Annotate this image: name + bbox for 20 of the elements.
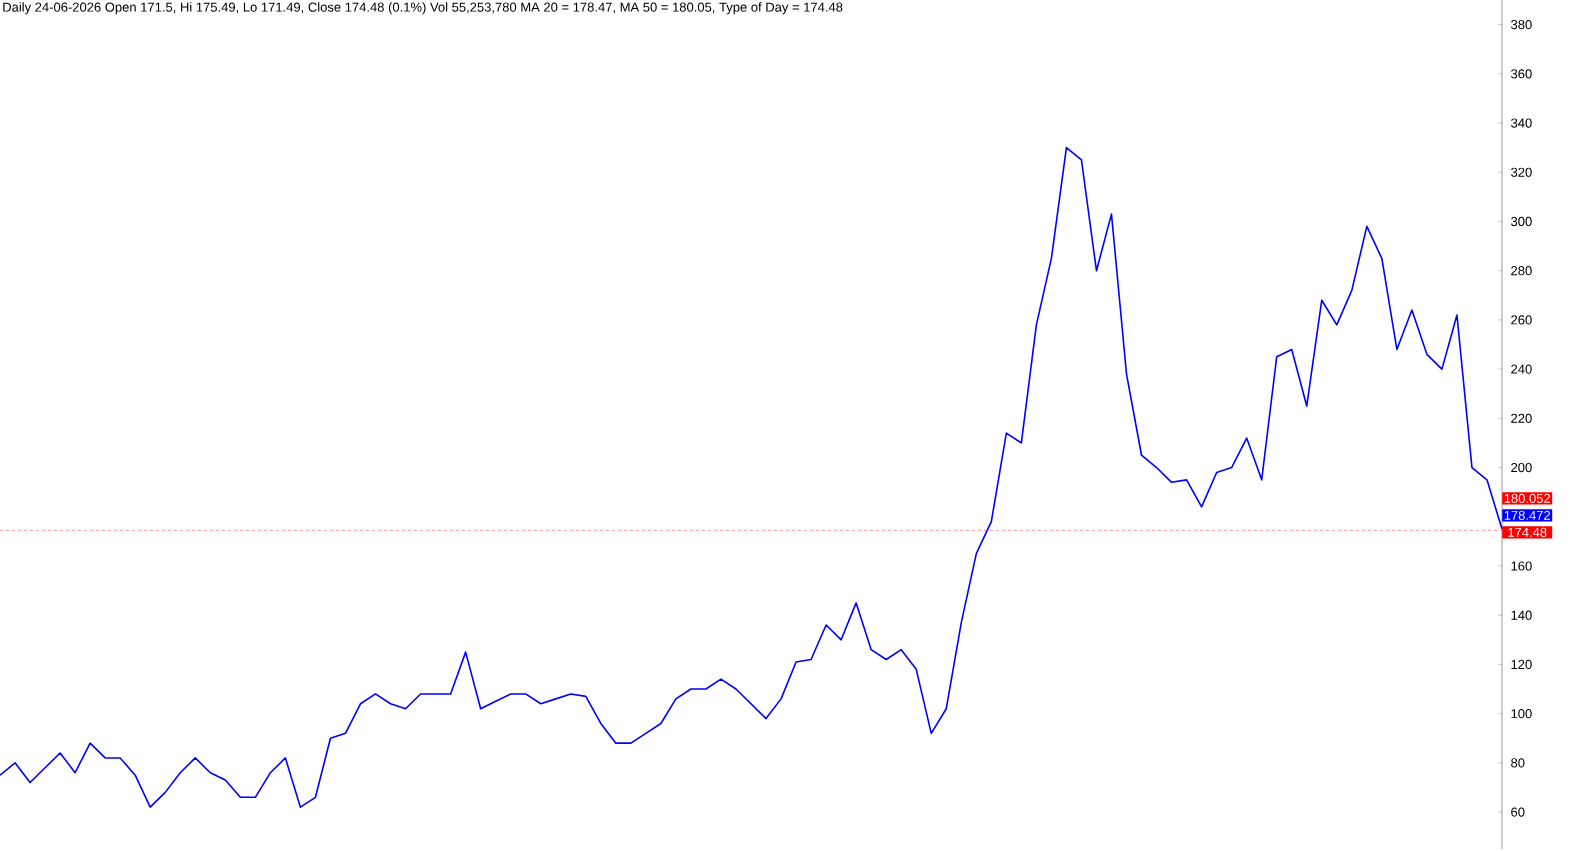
y-tick-label: 300 xyxy=(1511,216,1532,227)
y-tick-label: 100 xyxy=(1511,709,1532,719)
y-tick-label: 240 xyxy=(1511,364,1532,374)
ref-line-label: 174.48 xyxy=(1508,527,1547,537)
y-tick-label: 280 xyxy=(1511,266,1532,276)
y-tick-label: 140 xyxy=(1511,610,1532,620)
y-tick-label: 260 xyxy=(1511,315,1532,325)
y-tick-label: 360 xyxy=(1511,69,1532,79)
y-tick-label: 60 xyxy=(1511,807,1525,817)
y-tick-label: 160 xyxy=(1511,561,1532,571)
y-tick-label: 80 xyxy=(1511,758,1525,768)
y-tick-label: 340 xyxy=(1511,118,1532,128)
chart-title: Daily 24-06-2026 Open 171.5, Hi 175.49, Lo 171.49, Close 174.48 (0.1%) Vol 55,253,780 MA 20 = 178.47, MA 50 = 180.05, Type of Day = 174.48 xyxy=(3,2,843,15)
y-tick-label: 120 xyxy=(1511,659,1532,670)
y-tick-label: 380 xyxy=(1511,19,1532,30)
y-tick-label: 220 xyxy=(1511,413,1532,423)
text: 180.052 xyxy=(1504,493,1551,503)
y-tick-label: 200 xyxy=(1511,462,1532,473)
y-tick-label: 320 xyxy=(1511,167,1532,177)
text: 178.472 xyxy=(1504,510,1551,520)
